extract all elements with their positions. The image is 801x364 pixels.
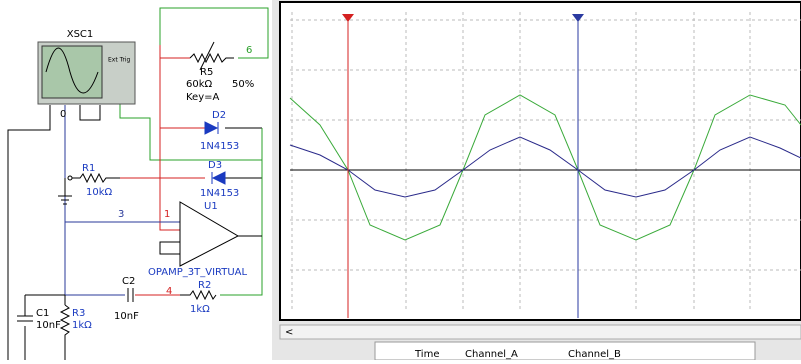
- d2-symbol: [205, 122, 218, 134]
- c2-name: C2: [122, 276, 135, 287]
- u1-model: OPAMP_3T_VIRTUAL: [148, 267, 248, 278]
- r5-symbol: [190, 54, 234, 62]
- scroll-left[interactable]: <: [285, 327, 293, 338]
- r1-node: [68, 176, 72, 180]
- c1-name: C1: [36, 308, 49, 319]
- col-channel-a: Channel_A: [465, 349, 518, 360]
- col-time: Time: [414, 349, 439, 360]
- d3-symbol: [212, 172, 225, 184]
- c1-value: 10nF: [36, 320, 61, 331]
- r3-name: R3: [72, 308, 85, 319]
- d3-model: 1N4153: [200, 188, 239, 199]
- col-channel-b: Channel_B: [568, 349, 621, 360]
- scope-screen: [42, 46, 102, 98]
- r1-name: R1: [82, 163, 95, 174]
- node-0: 0: [60, 109, 66, 120]
- node-3: 3: [118, 209, 124, 220]
- c2-value: 10nF: [114, 311, 139, 322]
- r5-value: 60kΩ: [186, 79, 213, 90]
- d2-name: D2: [212, 110, 226, 121]
- u1-name: U1: [204, 201, 218, 212]
- r1-symbol: [72, 174, 120, 182]
- page: {"schematic": { "scope": {"label": "XSC1…: [0, 0, 801, 360]
- scrollbar[interactable]: [280, 325, 801, 339]
- ground: [58, 178, 72, 204]
- screen: XSC1 Ext Trig R5 60kΩ 50% Key=A 6 D2 1N4…: [0, 0, 801, 360]
- r5-name: R5: [200, 67, 213, 78]
- scope-display: [280, 2, 801, 320]
- r2-value: 1kΩ: [190, 304, 210, 315]
- node-6: 6: [246, 45, 252, 56]
- r3-symbol: [61, 305, 69, 340]
- d3-name: D3: [208, 160, 222, 171]
- c1-symbol: [17, 316, 33, 321]
- r5-key: Key=A: [186, 92, 220, 103]
- r5-wiper: [200, 42, 214, 70]
- r5-setting: 50%: [232, 79, 254, 90]
- trig-label: Ext Trig: [108, 57, 131, 64]
- d2-model: 1N4153: [200, 141, 239, 152]
- scope-label: XSC1: [67, 29, 94, 40]
- c2-symbol: [128, 288, 133, 302]
- r2-name: R2: [198, 280, 211, 291]
- r1-value: 10kΩ: [86, 187, 113, 198]
- node-4: 4: [166, 286, 172, 297]
- node-1: 1: [164, 209, 170, 220]
- r2-symbol: [180, 291, 216, 299]
- r3-value: 1kΩ: [72, 320, 92, 331]
